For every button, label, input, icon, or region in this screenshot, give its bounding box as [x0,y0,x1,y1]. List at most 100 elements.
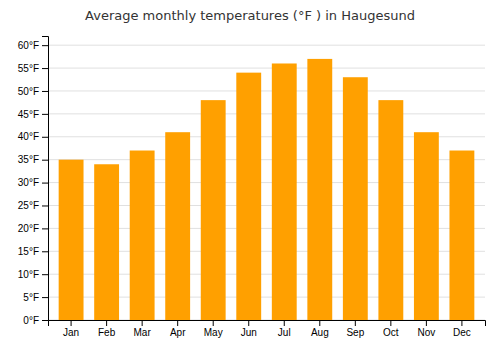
bar [414,132,439,320]
x-tick-label: Jul [278,327,291,338]
y-tick: 15°F [18,246,48,257]
x-tick-mark [71,320,72,326]
y-axis-line [42,37,49,321]
y-tick-label: 40°F [18,131,39,142]
y-tick: 35°F [18,154,48,165]
y-tick-mark [42,91,48,92]
x-tick: Mar [134,320,152,338]
x-tick: May [204,320,223,338]
x-axis: Jan Feb Mar Apr May Jun Jul Aug Sep Oct Nov Dec [49,320,486,338]
x-tick-label: Aug [311,327,329,338]
x-tick-label: Dec [453,327,471,338]
y-tick-mark [42,205,48,206]
x-tick-label: May [204,327,223,338]
y-tick-label: 60°F [18,40,39,51]
x-tick: Jul [278,320,291,338]
y-tick-label: 0°F [23,315,39,326]
x-tick-mark [284,320,285,326]
y-tick: 0°F [23,315,48,326]
x-tick-mark [248,320,249,326]
x-tick-mark [142,320,143,326]
x-tick: Oct [383,320,399,338]
y-tick-label: 5°F [23,292,39,303]
y-tick-label: 35°F [18,154,39,165]
y-tick-mark [42,274,48,275]
bar [307,59,332,320]
x-tick-label: Sep [346,327,364,338]
bar [130,151,155,320]
chart-title: Average monthly temperatures (°F ) in Ha… [85,8,415,23]
x-tick-mark [177,320,178,326]
x-tick: Dec [453,320,471,338]
y-tick-mark [42,68,48,69]
y-tick-label: 20°F [18,223,39,234]
y-tick-mark [42,160,48,161]
y-tick-label: 55°F [18,63,39,74]
y-tick-mark [42,320,48,321]
bar [165,132,190,320]
x-tick-label: Mar [134,327,152,338]
x-tick-mark [106,320,107,326]
x-tick: Apr [170,320,186,338]
x-tick-label: Oct [383,327,399,338]
bar [236,73,261,320]
y-tick: 5°F [23,292,48,303]
x-tick-label: Nov [417,327,435,338]
bar [449,151,474,320]
x-tick: Jun [241,320,257,338]
y-tick-label: 50°F [18,86,39,97]
y-tick-mark [42,251,48,252]
x-tick: Sep [346,320,364,338]
x-axis-line [49,321,486,327]
y-tick: 30°F [18,177,48,188]
y-tick: 40°F [18,131,48,142]
grid-line [48,45,485,46]
y-tick-label: 25°F [18,200,39,211]
y-axis: 0°F 5°F 10°F 15°F 20°F 25°F 30°F 35°F 40°F 45°F 50… [18,37,49,326]
x-tick-mark [461,320,462,326]
grid-line [48,90,485,91]
y-tick-mark [42,45,48,46]
x-tick-label: Feb [98,327,116,338]
plot-area: 0°F 5°F 10°F 15°F 20°F 25°F 30°F 35°F 40°F 45°F 50… [18,37,486,339]
bar [343,77,368,320]
x-tick-label: Jan [63,327,79,338]
chart-container: Average monthly temperatures (°F ) in Ha… [0,0,500,350]
x-tick-mark [355,320,356,326]
bar [272,63,297,320]
bar [378,100,403,320]
y-tick-mark [42,137,48,138]
y-tick-label: 10°F [18,269,39,280]
chart-svg: Average monthly temperatures (°F ) in Ha… [0,0,500,350]
bar [59,160,84,320]
y-tick-mark [42,297,48,298]
y-tick-label: 15°F [18,246,39,257]
grid-line [48,68,485,69]
x-tick-mark [319,320,320,326]
x-tick: Nov [417,320,435,338]
y-tick-mark [42,183,48,184]
y-tick: 50°F [18,86,48,97]
y-tick: 45°F [18,109,48,120]
x-tick-mark [213,320,214,326]
y-tick: 55°F [18,63,48,74]
y-tick-label: 45°F [18,109,39,120]
bars [59,59,475,320]
x-tick-mark [390,320,391,326]
y-tick-mark [42,228,48,229]
x-tick-label: Jun [241,327,257,338]
y-tick: 20°F [18,223,48,234]
grid-line [48,113,485,114]
x-tick: Feb [98,320,116,338]
grid [48,45,485,320]
x-tick-label: Apr [170,327,186,338]
y-tick: 60°F [18,40,48,51]
bar [201,100,226,320]
bar [94,164,119,320]
x-tick-mark [426,320,427,326]
y-tick-label: 30°F [18,177,39,188]
x-tick: Jan [63,320,79,338]
y-tick: 25°F [18,200,48,211]
y-tick: 10°F [18,269,48,280]
x-tick: Aug [311,320,329,338]
